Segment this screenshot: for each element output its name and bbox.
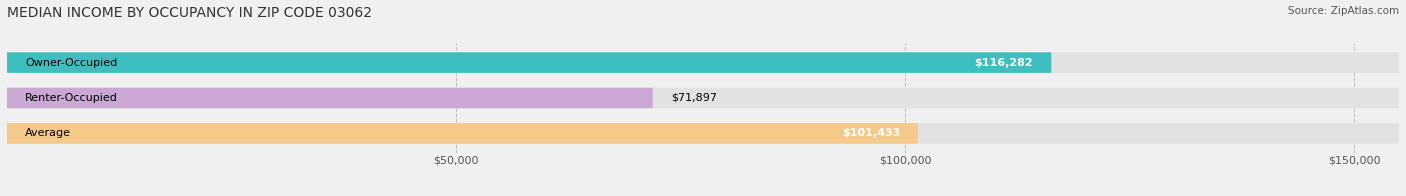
FancyBboxPatch shape [7,52,1399,73]
Text: $116,282: $116,282 [974,58,1033,68]
Text: MEDIAN INCOME BY OCCUPANCY IN ZIP CODE 03062: MEDIAN INCOME BY OCCUPANCY IN ZIP CODE 0… [7,6,373,20]
FancyBboxPatch shape [7,52,1052,73]
Text: Owner-Occupied: Owner-Occupied [25,58,117,68]
FancyBboxPatch shape [7,88,1399,108]
Text: Renter-Occupied: Renter-Occupied [25,93,118,103]
Text: $71,897: $71,897 [671,93,717,103]
FancyBboxPatch shape [7,88,652,108]
FancyBboxPatch shape [7,123,1399,144]
Text: $101,433: $101,433 [842,128,900,138]
FancyBboxPatch shape [7,123,918,144]
Text: Average: Average [25,128,70,138]
Text: Source: ZipAtlas.com: Source: ZipAtlas.com [1288,6,1399,16]
